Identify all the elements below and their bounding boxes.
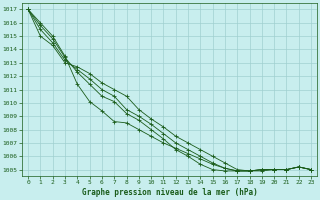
X-axis label: Graphe pression niveau de la mer (hPa): Graphe pression niveau de la mer (hPa) (82, 188, 258, 197)
